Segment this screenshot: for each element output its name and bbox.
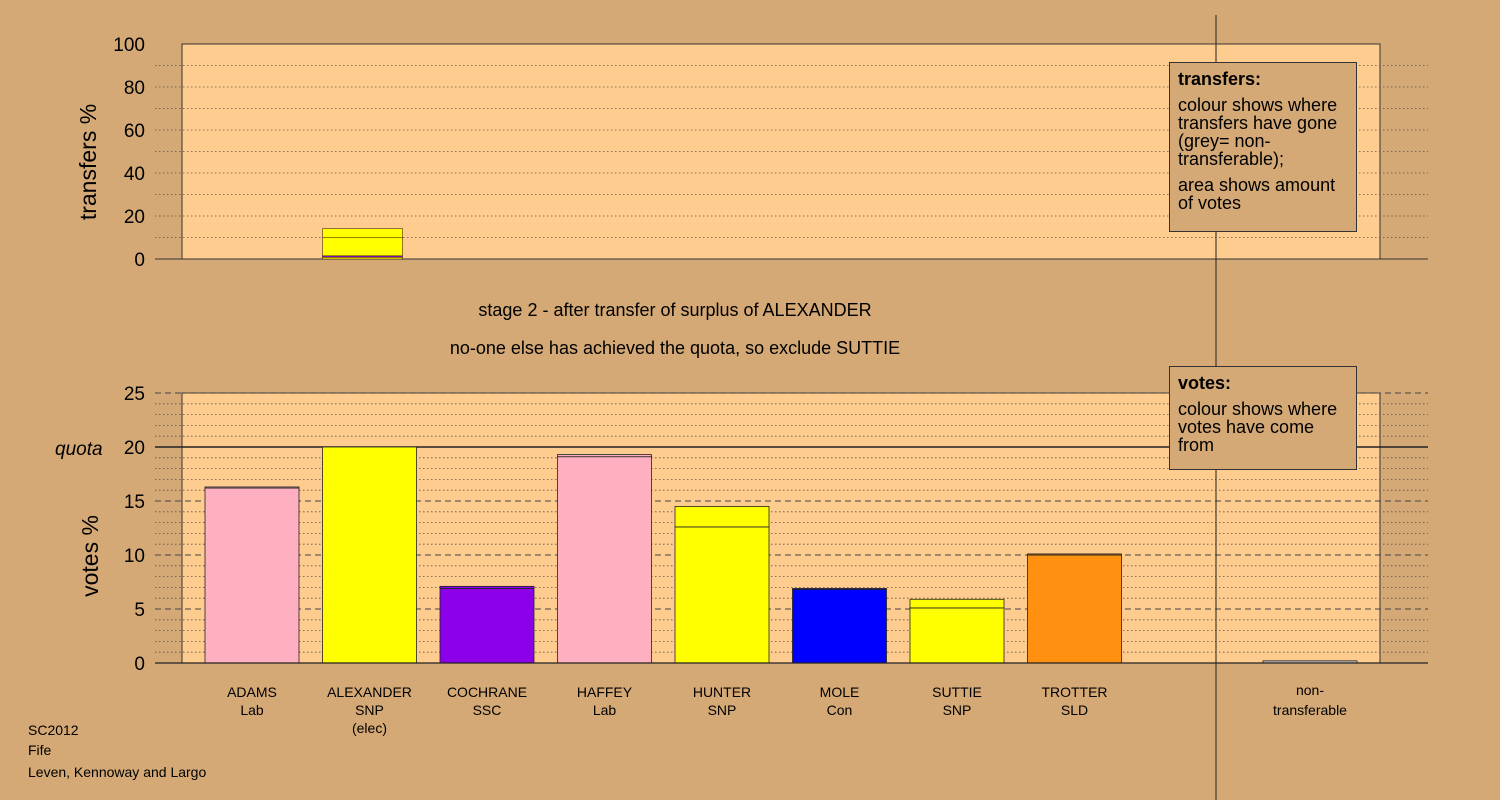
candidate-party: Lab xyxy=(240,702,264,718)
transfers-tick-label: 20 xyxy=(124,207,145,228)
transfers-legend: transfers: colour shows where transfers … xyxy=(1169,62,1357,232)
vote-bar-transfer xyxy=(909,598,1005,609)
vote-bar xyxy=(792,589,887,664)
votes-tick-label: 25 xyxy=(124,384,145,405)
votes-legend: votes: colour shows where votes have com… xyxy=(1169,366,1357,470)
vote-bar xyxy=(1027,554,1122,664)
transfers-tick-label: 100 xyxy=(113,35,145,56)
candidate-name: ADAMS xyxy=(227,684,277,700)
candidate-name: ALEXANDER xyxy=(327,684,412,700)
vote-bar xyxy=(674,526,770,664)
vote-bar xyxy=(322,446,417,664)
candidate-party: Lab xyxy=(593,702,617,718)
footer-ward: Leven, Kennoway and Largo xyxy=(28,764,207,780)
quota-label: quota xyxy=(55,439,103,460)
transfers-tick-label: 40 xyxy=(124,164,145,185)
vote-bar xyxy=(557,456,652,664)
vote-bar-transfer xyxy=(1027,553,1122,556)
transfers-tick-label: 60 xyxy=(124,121,145,142)
vote-bar-transfer xyxy=(792,588,887,590)
vote-bar-transfer xyxy=(557,454,652,458)
votes-tick-label: 10 xyxy=(124,546,145,567)
votes-tick-label: 0 xyxy=(134,654,145,675)
votes-legend-title: votes: xyxy=(1178,373,1232,393)
candidate-name: SUTTIE xyxy=(932,684,982,700)
candidate-name: HUNTER xyxy=(693,684,751,700)
transfers-legend-colour: colour shows where transfers have gone (… xyxy=(1178,95,1338,169)
candidate-party: SNP xyxy=(943,702,972,718)
candidate-party: SSC xyxy=(473,702,502,718)
transfers-legend-title: transfers: xyxy=(1178,69,1262,89)
stage-subtitle: no-one else has achieved the quota, so e… xyxy=(449,338,901,358)
candidate-party: SNP xyxy=(355,702,384,718)
vote-bar xyxy=(439,588,535,664)
vote-bar-transfer xyxy=(674,505,770,528)
candidate-party: SNP xyxy=(708,702,737,718)
transfer-segment xyxy=(322,237,403,257)
transfer-segment xyxy=(322,228,403,239)
votes-tick-label: 5 xyxy=(134,600,145,621)
transfers-axis-label: transfers % xyxy=(75,104,101,220)
nontransferable-label: non- xyxy=(1296,682,1324,698)
candidate-name: TROTTER xyxy=(1041,684,1107,700)
candidate-name: HAFFEY xyxy=(577,684,633,700)
footer-election: SC2012 xyxy=(28,722,79,738)
stage-title: stage 2 - after transfer of surplus of A… xyxy=(478,300,872,320)
votes-legend-colour: colour shows where votes have come from xyxy=(1178,399,1338,455)
vote-bar xyxy=(204,487,300,664)
candidate-name: MOLE xyxy=(820,684,860,700)
vote-bar-transfer xyxy=(439,585,535,589)
candidate-name: COCHRANE xyxy=(447,684,527,700)
vote-bar-transfer xyxy=(204,486,300,489)
vote-bar xyxy=(909,607,1005,664)
footer-council: Fife xyxy=(28,742,52,758)
transfers-legend-area: area shows amount of votes xyxy=(1178,175,1336,213)
votes-tick-label: 20 xyxy=(124,438,145,459)
candidate-party: Con xyxy=(827,702,853,718)
transfers-tick-label: 80 xyxy=(124,78,145,99)
transfers-tick-label: 0 xyxy=(134,250,145,271)
votes-axis-label: votes % xyxy=(77,515,103,597)
nontransferable-label: transferable xyxy=(1273,702,1347,718)
votes-tick-label: 15 xyxy=(124,492,145,513)
candidate-party: SLD xyxy=(1061,702,1088,718)
candidate-note: (elec) xyxy=(352,720,387,736)
